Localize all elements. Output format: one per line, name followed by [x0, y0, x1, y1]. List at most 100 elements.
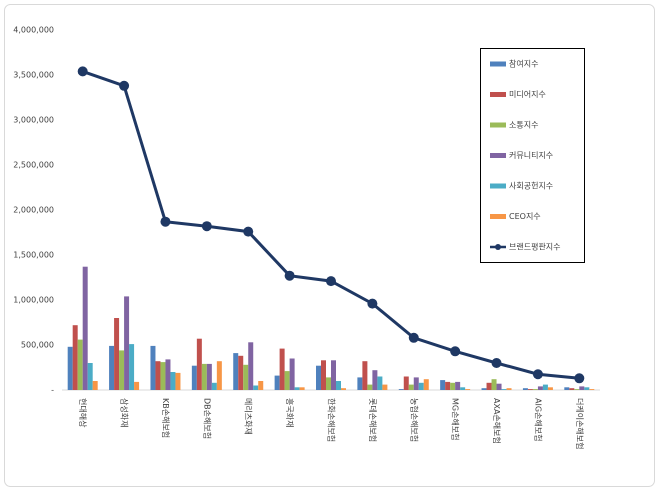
- x-tick-label: 한화손해보험: [327, 398, 337, 442]
- bar: [579, 386, 585, 390]
- bar: [537, 386, 543, 390]
- bar: [398, 389, 404, 390]
- bar: [248, 342, 254, 390]
- line-marker: [284, 270, 295, 281]
- bar: [211, 382, 217, 390]
- bar: [201, 363, 207, 390]
- bar: [109, 345, 115, 390]
- x-tick-label: 롯데손해보험: [368, 398, 378, 442]
- bar: [445, 381, 451, 390]
- line-marker: [119, 80, 130, 91]
- line-marker: [574, 373, 585, 384]
- bar: [150, 345, 156, 390]
- y-tick-label: 2,000,000: [13, 206, 54, 215]
- line-marker: [532, 369, 543, 380]
- y-tick-label: 4,000,000: [13, 26, 54, 35]
- bar: [175, 372, 181, 390]
- legend-label: 소통지수: [509, 121, 538, 130]
- bar: [170, 372, 176, 390]
- bar: [321, 360, 326, 390]
- bar: [455, 381, 461, 390]
- legend-label: 브랜드평판지수: [509, 242, 561, 252]
- bar: [206, 363, 212, 390]
- bar: [258, 381, 264, 390]
- legend-label: 참여지수: [509, 59, 538, 69]
- line-marker: [77, 66, 88, 77]
- bar: [233, 353, 239, 390]
- bar: [77, 339, 83, 390]
- legend-swatch: [490, 153, 506, 158]
- bar: [114, 318, 120, 390]
- y-tick-label: -: [51, 386, 54, 395]
- bar: [496, 383, 502, 390]
- bar: [413, 377, 419, 390]
- legend-swatch: [490, 92, 506, 97]
- bar: [326, 377, 331, 390]
- bar: [532, 389, 538, 390]
- bar: [67, 346, 73, 390]
- x-tick-label: 삼성화재: [120, 398, 130, 427]
- y-tick-label: 1,000,000: [13, 296, 54, 305]
- bar: [465, 389, 471, 390]
- bar: [129, 344, 135, 390]
- line-marker: [243, 226, 254, 237]
- bar: [574, 389, 580, 390]
- bar: [165, 359, 171, 390]
- bar: [253, 385, 259, 390]
- bar: [92, 381, 98, 390]
- legend-swatch: [490, 61, 506, 67]
- bar: [243, 364, 249, 390]
- y-tick-label: 500,000: [21, 341, 54, 350]
- bar: [564, 387, 570, 390]
- line-marker: [326, 276, 336, 287]
- bar: [450, 382, 456, 390]
- bar: [547, 387, 553, 390]
- x-tick-label: MG손해보험: [451, 398, 461, 441]
- bar: [72, 325, 78, 390]
- bar: [589, 389, 595, 390]
- bar: [124, 296, 130, 390]
- bar: [372, 370, 378, 390]
- legend-label: 사회공헌지수: [509, 182, 553, 191]
- bar: [440, 380, 446, 390]
- bar: [299, 387, 305, 390]
- bar: [542, 384, 548, 390]
- bar: [460, 387, 466, 390]
- bar: [569, 388, 575, 390]
- line-marker: [367, 298, 378, 309]
- x-tick-label: 메리츠화재: [244, 398, 253, 435]
- bar: [134, 381, 140, 390]
- bar: [87, 363, 93, 390]
- legend-label: CEO지수: [509, 212, 541, 221]
- bar: [331, 360, 336, 390]
- line-marker: [450, 346, 461, 357]
- bar: [357, 377, 363, 390]
- bar: [423, 379, 429, 390]
- x-tick-label: 더케이손해보험: [575, 398, 585, 450]
- bar: [216, 361, 222, 390]
- y-tick-label: 3,000,000: [13, 116, 54, 125]
- legend-swatch: [490, 122, 506, 128]
- bar: [279, 348, 285, 390]
- bar: [119, 350, 125, 390]
- bar: [522, 388, 528, 390]
- bar: [382, 384, 388, 390]
- x-tick-label: AXA손해보험: [492, 398, 502, 444]
- line-marker: [491, 358, 502, 368]
- bar: [191, 365, 197, 390]
- bar: [527, 389, 533, 390]
- bar: [403, 376, 409, 390]
- x-tick-label: KB손해보험: [161, 398, 171, 438]
- bar: [284, 371, 290, 390]
- legend-marker: [495, 244, 501, 250]
- bar: [377, 376, 383, 390]
- line-marker: [408, 332, 419, 343]
- bar: [486, 382, 492, 390]
- bar: [367, 384, 373, 390]
- bar: [341, 388, 346, 390]
- x-tick-label: DB손해보험: [202, 398, 212, 439]
- bar: [160, 362, 166, 390]
- y-tick-label: 1,500,000: [13, 251, 54, 260]
- x-tick-label: 흥국화재: [285, 398, 295, 427]
- bar: [481, 388, 487, 390]
